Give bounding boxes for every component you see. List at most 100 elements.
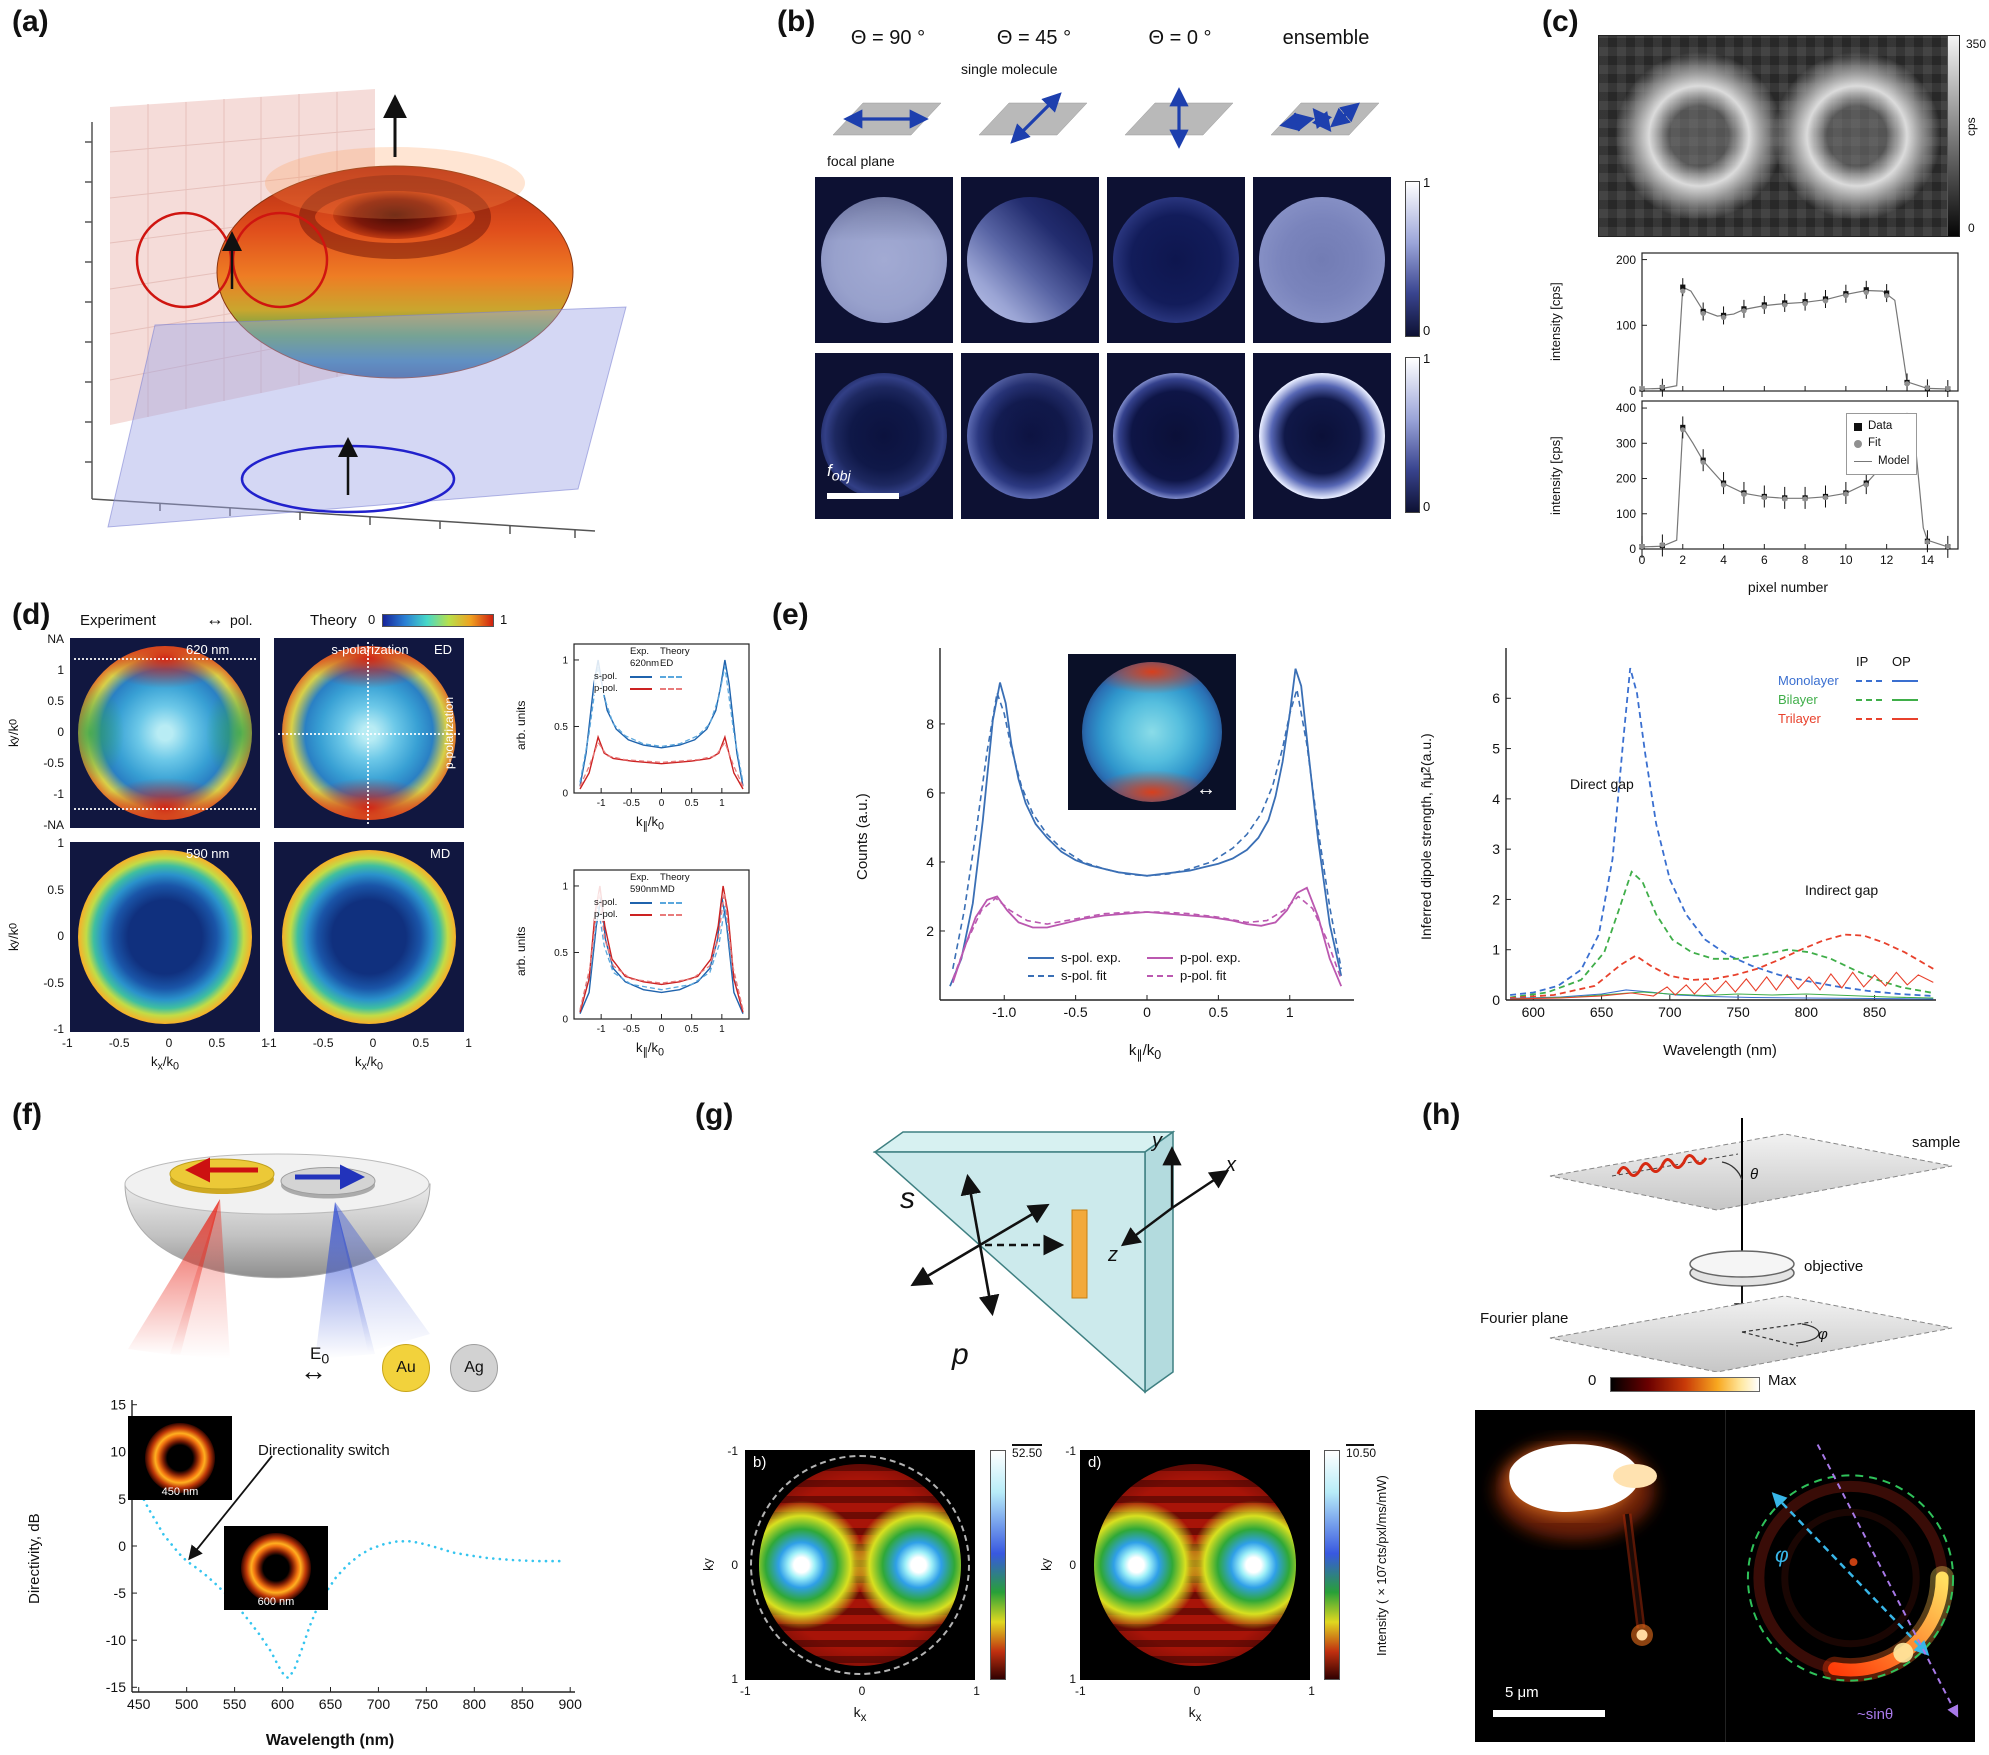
panel-e: (e) -1.0 -0.5 0 0.5 1 2 4 6 8 Counts (a.u.) k∥/k… [770, 598, 1989, 1098]
tick-label: 8 [1802, 553, 1809, 567]
bfp-pattern [1113, 197, 1239, 323]
s-exp-sample [630, 675, 652, 678]
tick-label: 1 [562, 655, 568, 666]
ky-ticks-row1: NA 1 0.5 0 -0.5 -1 -NA [26, 632, 64, 832]
tick-label: 600 [1522, 1004, 1546, 1020]
tick-label: 0 [57, 725, 64, 739]
tick-label: 750 [1726, 1004, 1750, 1020]
panel-a-label: (a) [12, 5, 49, 38]
chart-shape [1904, 381, 1910, 387]
s-theory-sample [660, 901, 682, 904]
bfp-pattern [78, 646, 252, 820]
na-dashed-circle [749, 1454, 971, 1676]
chart-shape [1924, 539, 1931, 545]
fourier-plane-label: Fourier plane [1480, 1310, 1569, 1327]
monolayer-op-sample [1892, 679, 1918, 682]
single-molecule-label: single molecule [961, 61, 1058, 77]
bfp-pattern [1259, 197, 1385, 323]
chart-shape [1680, 284, 1686, 290]
bfp-image-45-fobj [961, 353, 1099, 519]
kx-axis-label: kx [853, 1704, 867, 1724]
dipole-radiation-3d-plot [85, 89, 627, 538]
tick-label: 850 [1863, 1004, 1887, 1020]
chart-shape [137, 1486, 562, 1680]
colorbar-b-ticks: 52.50 [1012, 1444, 1042, 1686]
tick-label: -1 [53, 787, 64, 801]
tick-label: 0 [1492, 992, 1500, 1008]
op-header: OP [1892, 654, 1911, 669]
md-label: MD [430, 846, 451, 861]
tick-label: 0.5 [554, 948, 568, 959]
tick-label: 450 [127, 1696, 151, 1712]
colorbar-row1 [1405, 181, 1420, 337]
tick-label: 1 [973, 1684, 980, 1698]
blue-emission-beam [315, 1202, 375, 1359]
axes-3d [85, 122, 596, 538]
subpanel-b-label: b) [753, 1454, 767, 1471]
chart-shape [1680, 288, 1686, 294]
polarization-arrow: ↔ [206, 609, 224, 629]
tick-label: 100 [1616, 318, 1636, 332]
p-fit-sample [1146, 974, 1173, 977]
tick-label: 800 [463, 1696, 487, 1712]
tick-label: 200 [1616, 253, 1636, 267]
chart-shape [1510, 933, 1934, 999]
horizontal-projection-plane [107, 306, 627, 528]
tick-label: 0 [858, 1684, 866, 1698]
panel-f-label: (f) [12, 1098, 42, 1131]
tick-label: 1 [1069, 1672, 1076, 1686]
chart-shape [1843, 293, 1849, 299]
x-axis-label: x [1226, 1154, 1236, 1176]
s-theory-sample [660, 675, 682, 678]
tick-label: 1 [731, 1672, 738, 1686]
chart-shape [1741, 491, 1747, 497]
tick-label: 0 [165, 1036, 173, 1050]
chart-shape [1863, 287, 1869, 293]
chart-shape [952, 689, 1342, 970]
tick-label: 4 [926, 854, 934, 870]
colorbar-max: 1 [1423, 175, 1431, 190]
xlabel: pixel number [1747, 579, 1829, 595]
tick-label: 8 [926, 716, 934, 732]
tick-label: 2.5 [1018, 1446, 1036, 1460]
p-label: p [952, 1338, 969, 1371]
tick-label: 900 [559, 1696, 583, 1712]
chart-shape [1680, 427, 1686, 433]
tick-label: -1.0 [992, 1004, 1016, 1020]
chart-shape [1924, 385, 1931, 391]
tick-label: 0 [1629, 384, 1636, 397]
counts-chart: -1.0 -0.5 0 0.5 1 2 4 6 8 [926, 648, 1354, 1020]
wavelength-xlabel: Wavelength (nm) [1663, 1042, 1777, 1059]
wavelength-xlabel: Wavelength (nm) [265, 1732, 395, 1749]
ring-pattern [241, 1533, 311, 1603]
bfp-pattern [78, 850, 252, 1024]
counts-ylabel: Counts (a.u.) [854, 793, 871, 881]
intensity-colorbar-label: Intensity (×10 7 cts/pxl/ms/mW) [1374, 1475, 1389, 1657]
legend-590nm: 590nm [630, 884, 660, 896]
tick-label: 1 [261, 1036, 268, 1050]
kx-ticks: -1 0 1 [1075, 1684, 1315, 1698]
tick-label: 400 [1616, 401, 1636, 415]
bfp-pattern [1082, 662, 1222, 802]
e0-arrow: ↔ [300, 1356, 327, 1386]
inset-450-label: 450 nm [161, 1486, 199, 1498]
tick-label: 550 [223, 1696, 247, 1712]
fobj-label: fobj [827, 461, 851, 485]
tick-label: 1 [1286, 1004, 1294, 1020]
bfp-image-0-fobj [1107, 353, 1245, 519]
p-theory-sample [660, 914, 682, 917]
silver-disk [280, 1167, 376, 1195]
tick-label: 1 [719, 1024, 725, 1035]
tick-label: 2 [1492, 891, 1500, 907]
tick-label: 200 [1616, 472, 1636, 486]
monolayer-label: Monolayer [1778, 673, 1839, 688]
directivity-chart: 450 500 550 600 650 700 750 800 850 900 -15 -10 -5 0 5… [106, 1397, 583, 1712]
tick-label: 2 [926, 923, 934, 939]
kx-ticks: -1 0 1 [740, 1684, 980, 1698]
monolayer-ip-sample [1856, 679, 1882, 682]
tick-label: 0.5 [1352, 1446, 1370, 1460]
bfp-image-0 [1107, 177, 1245, 343]
wire-end-emission [1636, 1629, 1648, 1641]
bfp-image-90-fobj: fobj [815, 353, 953, 519]
